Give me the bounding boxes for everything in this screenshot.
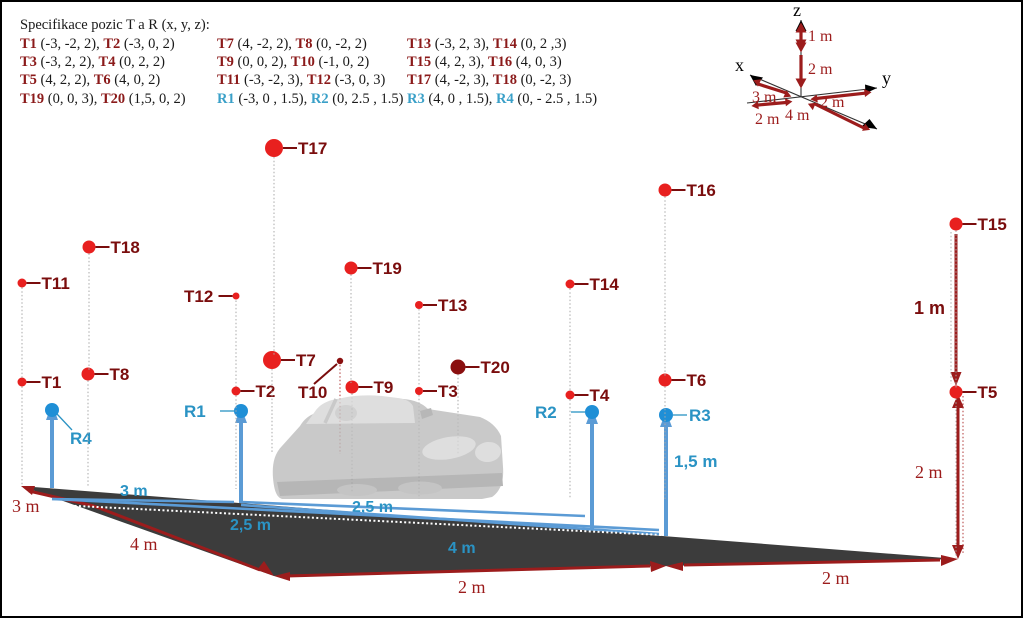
svg-text:2,5 m: 2,5 m [230,517,271,534]
svg-text:T11: T11 [42,274,70,293]
svg-text:1 m: 1 m [914,298,945,318]
svg-text:2,5 m: 2,5 m [352,499,393,516]
svg-text:4 m: 4 m [448,540,476,557]
svg-text:R3: R3 [689,406,711,425]
svg-text:T2: T2 [256,382,276,401]
svg-text:x: x [735,55,744,75]
svg-text:T19: T19 [373,259,402,278]
svg-text:1,5 m: 1,5 m [674,452,717,471]
svg-text:T7: T7 [296,351,316,370]
svg-text:y: y [882,68,891,88]
svg-text:T14: T14 [590,275,620,294]
svg-text:T20: T20 [481,358,510,377]
svg-text:3 m: 3 m [752,89,777,106]
svg-text:T8: T8 [110,365,130,384]
svg-text:T12: T12 [184,287,213,306]
svg-text:T6: T6 [687,371,707,390]
svg-text:2 m: 2 m [808,61,833,78]
svg-text:T5: T5 [978,383,998,402]
svg-text:4 m: 4 m [130,534,158,554]
svg-text:T10: T10 [298,383,327,402]
svg-text:T16: T16 [687,181,716,200]
svg-text:T3: T3 [438,382,458,401]
svg-text:4 m: 4 m [785,107,810,124]
svg-text:2 m: 2 m [915,462,943,482]
svg-text:R4: R4 [70,429,92,448]
svg-text:2 m: 2 m [820,94,845,111]
svg-text:T13: T13 [438,296,467,315]
svg-text:T15: T15 [978,215,1007,234]
svg-text:T17: T17 [298,139,327,158]
svg-text:T9: T9 [374,378,394,397]
svg-text:1 m: 1 m [808,28,833,45]
svg-text:3 m: 3 m [120,483,148,500]
svg-text:R1: R1 [184,402,206,421]
svg-text:2 m: 2 m [822,568,850,588]
svg-text:T18: T18 [111,238,140,257]
svg-text:T4: T4 [590,386,610,405]
svg-text:3 m: 3 m [12,496,40,516]
svg-text:z: z [793,2,801,20]
svg-text:2 m: 2 m [755,111,780,128]
svg-text:2 m: 2 m [458,577,486,597]
svg-text:R2: R2 [535,403,557,422]
svg-text:T1: T1 [42,373,62,392]
